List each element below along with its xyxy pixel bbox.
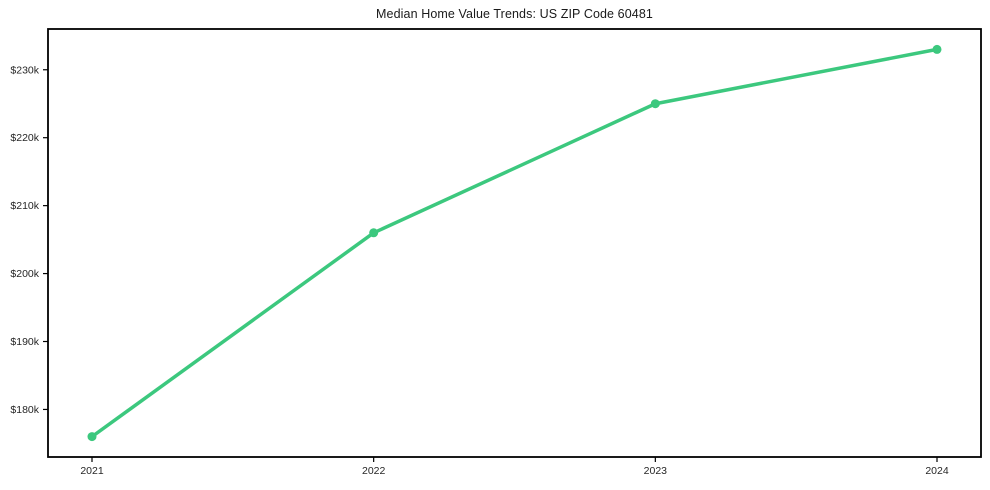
x-tick-label: 2022 <box>362 465 386 477</box>
chart-title: Median Home Value Trends: US ZIP Code 60… <box>376 7 653 21</box>
y-tick-label: $230k <box>10 64 39 76</box>
x-tick-label: 2021 <box>80 465 104 477</box>
y-tick-label: $200k <box>10 268 39 280</box>
y-tick-label: $180k <box>10 404 39 416</box>
trend-line <box>90 47 939 439</box>
y-tick-label: $190k <box>10 336 39 348</box>
data-point-2022 <box>369 228 379 238</box>
data-point-2021 <box>87 432 97 442</box>
y-tick-label: $210k <box>10 200 39 212</box>
y-tick-label: $220k <box>10 132 39 144</box>
x-tick-label: 2024 <box>925 465 949 477</box>
data-point-2023 <box>650 99 660 109</box>
plot-border <box>47 28 982 458</box>
x-tick-label: 2023 <box>644 465 668 477</box>
data-point-2024 <box>932 44 942 54</box>
